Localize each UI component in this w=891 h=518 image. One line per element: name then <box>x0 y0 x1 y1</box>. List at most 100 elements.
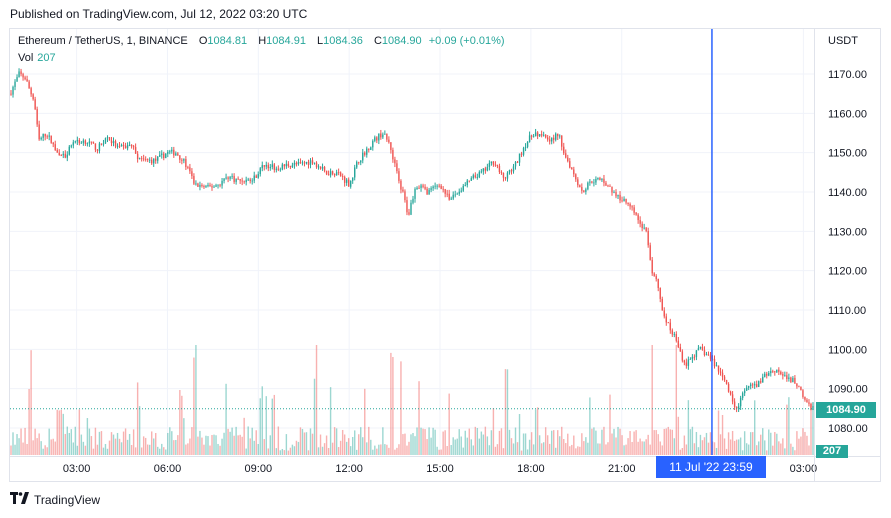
volume-bar <box>450 444 452 455</box>
candle-body <box>305 161 308 164</box>
volume-bar <box>737 439 740 455</box>
candle-body <box>804 396 806 400</box>
volume-bar <box>478 438 481 455</box>
volume-bar <box>466 437 468 455</box>
candle-body <box>709 355 712 359</box>
candle-body <box>185 159 187 168</box>
volume-bar <box>263 439 265 455</box>
candle-body <box>456 193 458 195</box>
candle-body <box>201 185 203 187</box>
volume-bar <box>591 428 593 455</box>
candle-body <box>368 148 370 150</box>
volume-bar <box>52 438 54 455</box>
volume-legend[interactable]: Vol 207 <box>18 52 56 64</box>
volume-bar <box>233 435 235 455</box>
candle-body <box>440 185 442 189</box>
volume-bar <box>400 361 402 455</box>
candle-body <box>28 81 30 89</box>
volume-bar <box>56 409 58 455</box>
candle-body <box>725 379 728 384</box>
volume-bar <box>287 450 290 455</box>
candle-body <box>88 141 91 144</box>
volume-bar <box>94 427 97 455</box>
candle-body <box>396 163 398 172</box>
candle-body <box>22 74 24 78</box>
volume-bar <box>54 441 56 455</box>
volume-bar <box>376 448 378 455</box>
volume-bar <box>631 441 633 455</box>
candle-body <box>685 362 688 366</box>
volume-bar <box>745 443 748 455</box>
volume-bar <box>237 435 239 455</box>
volume-bar <box>617 426 619 455</box>
candle-body <box>177 153 179 156</box>
volume-bar <box>241 436 243 455</box>
candle-body <box>631 206 633 208</box>
high-label: H <box>258 35 267 47</box>
volume-bar <box>571 444 573 455</box>
volume-bar <box>685 444 688 455</box>
volume-bar <box>679 449 682 455</box>
candle-body <box>263 165 265 167</box>
candle-body <box>659 287 661 299</box>
volume-bar <box>460 436 462 455</box>
volume-bar <box>132 429 135 455</box>
volume-bars <box>10 345 814 455</box>
volume-bar <box>50 439 52 455</box>
candle-body <box>163 153 165 159</box>
volume-bar <box>221 438 223 455</box>
volume-bar <box>555 447 557 455</box>
candle-body <box>311 160 314 164</box>
volume-bar <box>239 434 241 455</box>
candle-body <box>376 137 378 141</box>
candle-body <box>245 179 247 183</box>
candle-body <box>675 333 678 341</box>
volume-bar <box>577 446 579 455</box>
volume-bar <box>277 426 280 455</box>
price-tick-label: 1130.00 <box>828 226 867 238</box>
candle-body <box>327 174 330 176</box>
candle-body <box>689 359 692 360</box>
candle-body <box>563 146 565 154</box>
candle-body <box>257 174 259 178</box>
candle-body <box>480 171 483 173</box>
volume-bar <box>283 450 286 455</box>
candle-body <box>623 198 625 202</box>
volume-bar <box>86 418 89 455</box>
volume-bar <box>187 443 189 455</box>
candle-body <box>723 376 726 380</box>
volume-bar <box>780 443 782 455</box>
volume-bar <box>360 427 362 455</box>
volume-bar <box>661 445 663 455</box>
volume-bar <box>637 441 639 455</box>
candle-body <box>476 177 479 178</box>
candle-body <box>347 179 350 187</box>
candle-body <box>743 390 746 394</box>
chart-frame[interactable] <box>9 28 881 482</box>
candle-body <box>343 176 346 183</box>
candle-body <box>159 154 161 157</box>
footer-brand[interactable]: TradingView <box>10 492 100 507</box>
volume-bar <box>683 435 686 455</box>
volume-bar <box>524 433 527 455</box>
candle-body <box>432 186 434 189</box>
candle-body <box>452 194 454 199</box>
candle-body <box>484 168 487 171</box>
volume-bar <box>80 434 83 455</box>
symbol-legend[interactable]: Ethereum / TetherUS, 1, BINANCE O1084.81… <box>18 35 505 47</box>
candle-body <box>142 158 145 160</box>
candle-body <box>161 153 163 155</box>
volume-bar <box>727 432 730 455</box>
volume-bar <box>432 427 434 455</box>
volume-bar <box>291 444 294 455</box>
candle-body <box>774 371 776 373</box>
candle-body <box>629 204 631 207</box>
volume-bar <box>440 449 442 455</box>
volume-bar <box>754 400 756 455</box>
candle-body <box>124 145 127 149</box>
volume-bar <box>144 437 147 455</box>
volume-bar <box>575 448 577 455</box>
candle-body <box>474 175 477 178</box>
candle-body <box>729 391 732 395</box>
